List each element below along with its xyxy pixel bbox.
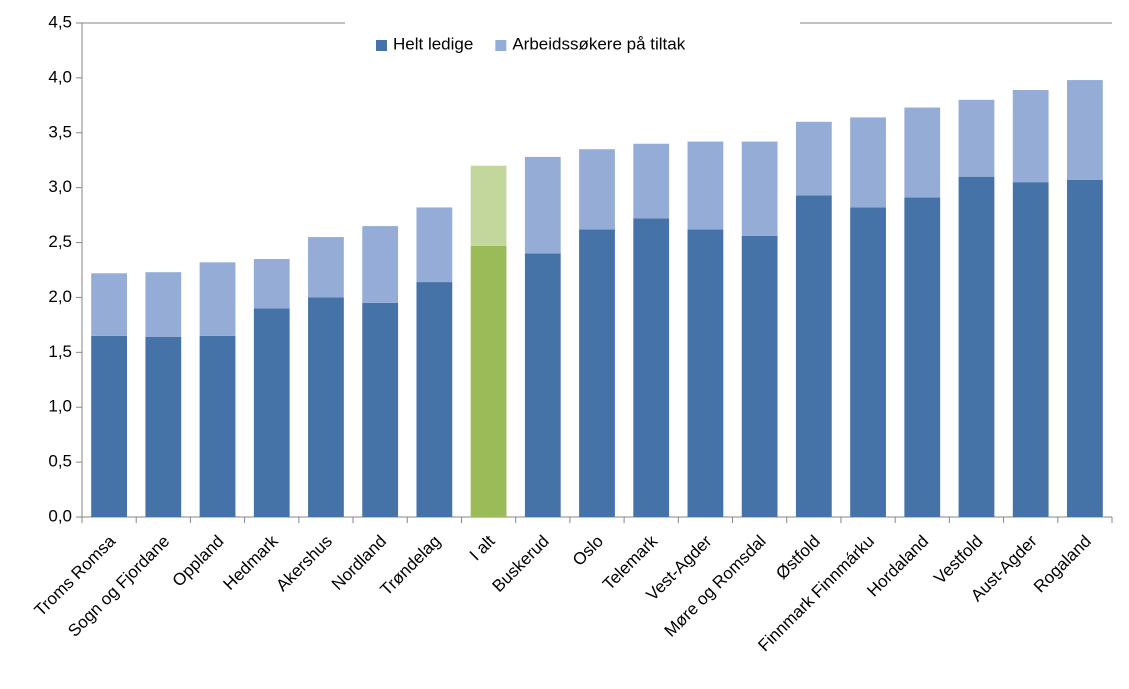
bar-segment (416, 207, 453, 283)
x-tick-label: Rogaland (1030, 532, 1095, 597)
x-tick-label: Oslo (569, 532, 607, 570)
bar-segment (308, 297, 344, 517)
bar-segment (362, 226, 399, 303)
bar-segment (904, 107, 941, 198)
bar-segment (795, 121, 832, 196)
bar-segment (958, 176, 995, 517)
bar-segment (633, 143, 670, 219)
x-tick-label: Akershus (272, 532, 336, 596)
y-tick-label: 1,5 (48, 342, 72, 361)
legend-swatch (376, 40, 387, 51)
y-tick-label: 0,0 (48, 506, 72, 525)
bar-segment (91, 335, 127, 517)
y-tick-label: 1,0 (48, 397, 72, 416)
bar-segment (470, 245, 507, 518)
bar-segment (145, 336, 182, 517)
bar-segment (362, 302, 399, 517)
bar-segment (850, 207, 886, 517)
legend-swatch (495, 40, 507, 51)
bar-segment (199, 335, 236, 517)
bar-segment (633, 218, 670, 517)
bar-segment (470, 165, 507, 246)
legend: Helt ledige Arbeidssøkere på tiltak (345, 17, 800, 67)
bar-segment (687, 229, 724, 518)
bar-segment (850, 117, 886, 208)
bar-segment (145, 272, 182, 337)
x-tick-label: Østfold (772, 532, 824, 584)
x-tick-label: Møre og Romsdal (661, 532, 770, 641)
bar-segment (741, 141, 778, 236)
bar-segment (579, 149, 615, 230)
y-tick-label: 2,5 (48, 232, 72, 251)
y-tick-label: 3,5 (48, 122, 72, 141)
bar-segment (1012, 89, 1049, 183)
y-tick-label: 3,0 (48, 177, 72, 196)
legend-label: Arbeidssøkere på tiltak (512, 34, 685, 53)
bar-segment (1067, 80, 1103, 180)
bar-segment (741, 235, 778, 518)
bar-segment (308, 237, 344, 298)
bar-segment (1067, 179, 1103, 517)
bar-segment (904, 197, 941, 517)
y-tick-label: 2,0 (48, 287, 72, 306)
legend-label: Helt ledige (393, 34, 473, 53)
x-tick-label: Vestfold (930, 532, 986, 588)
x-tick-label: Buskerud (489, 532, 553, 596)
x-tick-label: Sogn og Fjordane (64, 532, 173, 641)
y-tick-label: 4,5 (48, 12, 72, 31)
bar-segment (253, 259, 290, 309)
x-tick-label: Oppland (169, 532, 228, 591)
bar-segment (416, 282, 453, 517)
bar-segment (524, 156, 561, 254)
y-tick-label: 0,5 (48, 452, 72, 471)
x-tick-label: Hedmark (220, 531, 283, 594)
bar-segment (524, 253, 561, 518)
bar-segment (579, 229, 615, 518)
bar-segment (199, 262, 236, 336)
legend-box (345, 17, 800, 67)
bar-segment (687, 141, 724, 230)
bar-segment (91, 273, 127, 336)
y-tick-label: 4,0 (48, 67, 72, 86)
bar-segment (253, 308, 290, 517)
bar-segment (1012, 182, 1049, 517)
x-tick-label: I alt (466, 531, 499, 564)
bar-segment (958, 99, 995, 177)
bar-segment (795, 195, 832, 517)
